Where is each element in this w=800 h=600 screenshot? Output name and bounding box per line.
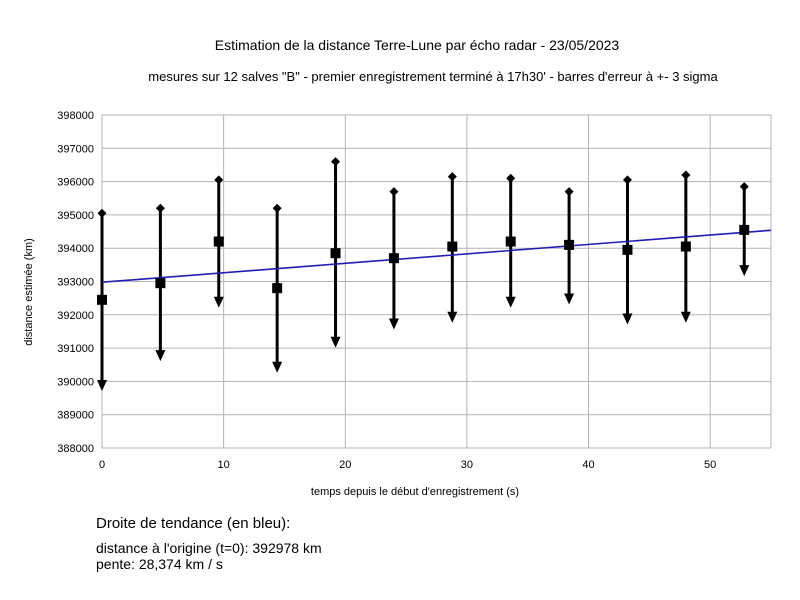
error-bar-bottom-arrow [622, 313, 633, 325]
y-tick-label: 392000 [57, 310, 94, 322]
trendline-heading: Droite de tendance (en bleu): [96, 515, 291, 532]
error-bar-top-diamond [506, 173, 516, 183]
data-point [622, 244, 633, 255]
trendline-info: Droite de tendance (en bleu): distance à… [96, 515, 696, 572]
data-point [272, 283, 283, 294]
x-tick-label: 30 [461, 459, 473, 471]
error-bar-bottom-arrow [447, 311, 458, 323]
y-tick-label: 395000 [57, 210, 94, 222]
data-point [330, 248, 341, 259]
chart-subtitle: mesures sur 12 salves "B" - premier enre… [148, 69, 718, 84]
error-bar-top-diamond [214, 175, 224, 185]
error-bar-bottom-arrow [680, 311, 691, 323]
data-point [447, 241, 458, 252]
error-bar-bottom-arrow [330, 336, 341, 348]
error-bar-bottom-arrow [505, 296, 516, 308]
error-bar-top-diamond [622, 175, 632, 185]
y-tick-label: 388000 [57, 443, 94, 455]
data-point [680, 241, 691, 252]
grid-lines [101, 114, 772, 449]
y-tick-label: 389000 [57, 410, 94, 422]
error-bar-bottom-arrow [155, 350, 166, 362]
error-bar-top-diamond [272, 203, 282, 213]
trendline [101, 229, 772, 284]
y-tick-label: 390000 [57, 376, 94, 388]
data-point [739, 224, 750, 235]
trendline-group [101, 229, 772, 284]
data-point [564, 239, 575, 250]
error-bar-top-diamond [389, 187, 399, 197]
error-bar-bottom-arrow [388, 318, 399, 330]
y-tick-label: 397000 [57, 143, 94, 155]
y-tick-labels: 388000 389000 390000 391000 392000 393000 3940… [57, 110, 94, 455]
error-bar-top-diamond [97, 208, 107, 218]
data-point [213, 236, 224, 247]
data-markers [97, 224, 750, 305]
data-point [155, 278, 166, 289]
error-bar-top-diamond [681, 170, 691, 180]
data-point [505, 236, 516, 247]
x-tick-label: 20 [339, 459, 351, 471]
x-tick-label: 40 [582, 459, 594, 471]
error-bar-bottom-arrow [739, 265, 750, 277]
error-bar-top-diamond [564, 187, 574, 197]
data-point [97, 294, 107, 305]
y-tick-label: 398000 [57, 110, 94, 122]
error-bar-bottom-arrow [97, 380, 107, 392]
trendline-intercept: distance à l'origine (t=0): 392978 km [96, 540, 322, 556]
data-point [388, 253, 399, 264]
error-bar-top-diamond [331, 157, 341, 167]
y-tick-label: 391000 [57, 343, 94, 355]
error-bar-top-diamond [447, 172, 457, 182]
x-tick-label: 10 [218, 459, 230, 471]
x-axis-label: temps depuis le début d'enregistrement (… [311, 486, 519, 498]
error-bar-bottom-arrow [213, 296, 224, 308]
x-tick-label: 50 [704, 459, 716, 471]
error-bar-bottom-arrow [564, 293, 575, 305]
error-bar-bottom-arrow [272, 361, 283, 373]
y-tick-label: 393000 [57, 277, 94, 289]
error-bar-top-diamond [739, 182, 749, 192]
chart-title: Estimation de la distance Terre-Lune par… [215, 37, 620, 53]
trendline-slope: pente: 28,374 km / s [96, 556, 223, 572]
y-axis-label: distance estimée (km) [23, 238, 35, 346]
x-tick-labels: 0 10 20 30 40 50 [99, 459, 716, 471]
radar-distance-chart: Estimation de la distance Terre-Lune par… [23, 37, 772, 498]
y-tick-label: 396000 [57, 177, 94, 189]
x-tick-label: 0 [99, 459, 105, 471]
error-bar-top-diamond [155, 203, 165, 213]
y-tick-label: 394000 [57, 243, 94, 255]
